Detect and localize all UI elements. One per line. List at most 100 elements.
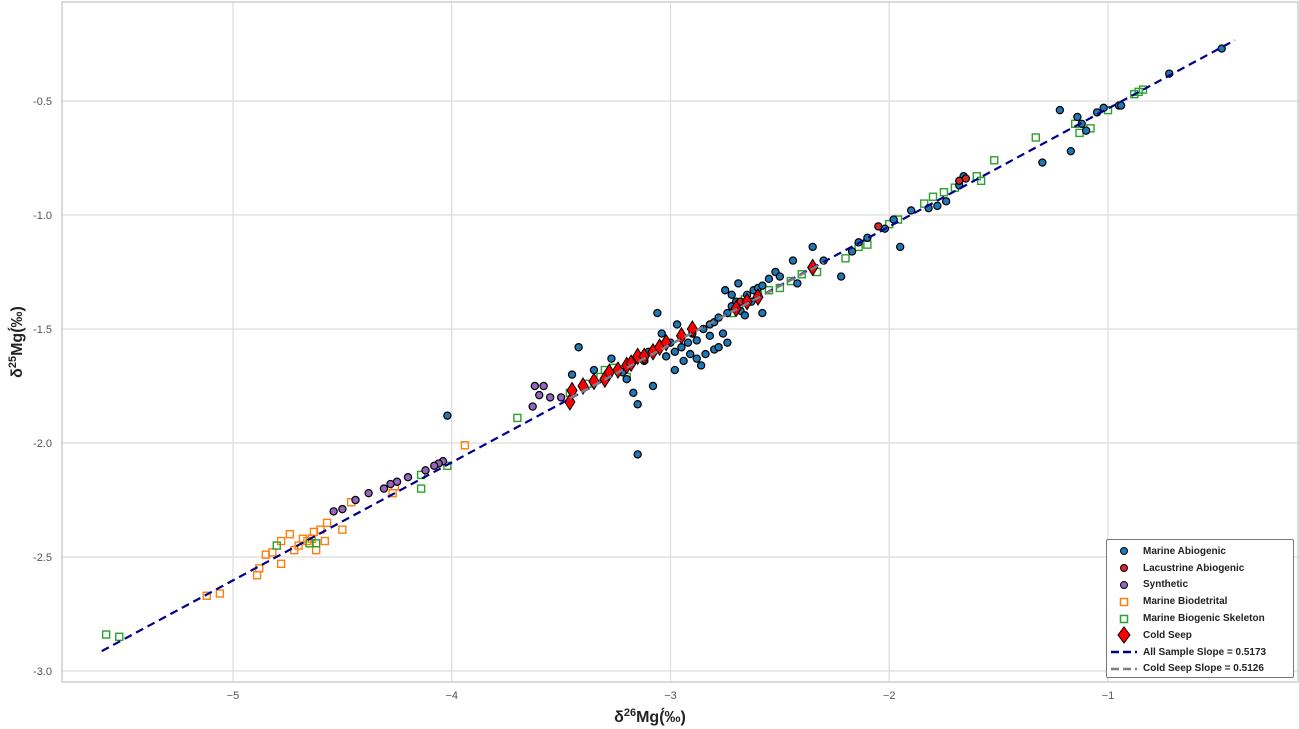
data-point — [1055, 105, 1065, 115]
data-point — [863, 240, 872, 249]
circle-purple-marker-icon — [1120, 580, 1128, 589]
data-point — [460, 441, 470, 450]
legend-item-marine-abiogenic: Marine Abiogenic — [1111, 543, 1289, 560]
data-point — [416, 470, 426, 480]
data-point — [351, 495, 360, 505]
dashed-line-navy-icon — [1111, 650, 1137, 654]
diamond-red-marker-icon — [1117, 626, 1131, 645]
legend: Marine Abiogenic Lacustrine Abiogenic Sy… — [1106, 539, 1294, 678]
x-tick-label: −1 — [1102, 690, 1115, 702]
data-point — [775, 272, 785, 281]
data-point — [657, 329, 666, 338]
data-point — [607, 354, 616, 363]
data-point — [338, 525, 347, 534]
data-point — [303, 536, 312, 546]
data-point — [101, 630, 111, 639]
data-point — [692, 354, 701, 363]
data-point — [403, 473, 413, 482]
y-axis-label: δ25Mg(́‰) — [6, 306, 26, 378]
data-point — [261, 550, 271, 559]
data-point — [685, 349, 695, 359]
data-point — [545, 393, 555, 402]
data-point — [322, 518, 332, 527]
plot-frame — [61, 1, 1299, 683]
data-point — [386, 479, 395, 489]
data-point — [629, 388, 638, 398]
legend-item-cold-seep-slope: Cold Seep Slope = 0.5126 — [1111, 661, 1289, 678]
data-point — [701, 349, 710, 359]
data-point — [1130, 89, 1139, 99]
data-point — [430, 461, 439, 470]
data-point — [1031, 133, 1041, 142]
series-lacustrine-abiogenic — [736, 174, 971, 306]
data-point — [863, 233, 872, 242]
y-tick-label: -0.5 — [33, 96, 52, 108]
data-point — [574, 343, 583, 352]
data-point — [928, 192, 938, 201]
data-point — [443, 411, 452, 420]
data-point — [416, 484, 426, 493]
square-orange-marker-icon — [1119, 597, 1129, 607]
x-tick-labels: −5 −4 −3 −2 −1 — [227, 690, 1115, 702]
y-tick-label: -2.0 — [33, 438, 52, 450]
data-point — [653, 308, 662, 318]
data-points — [101, 44, 1226, 641]
y-tick-label: -2.5 — [33, 552, 52, 564]
data-point — [320, 536, 330, 546]
grid-lines — [62, 2, 1298, 682]
regression-lines — [101, 39, 1236, 653]
data-point — [841, 254, 850, 263]
data-point — [740, 311, 750, 320]
data-point — [976, 176, 986, 186]
data-point — [622, 374, 631, 384]
data-point — [272, 541, 281, 550]
data-point — [672, 320, 682, 329]
square-green-marker-icon — [1119, 614, 1129, 623]
x-tick-label: −4 — [445, 690, 458, 702]
x-axis-label: δ26Mg(́‰) — [614, 706, 686, 726]
data-point — [758, 308, 767, 318]
data-point — [1073, 112, 1082, 122]
dashed-line-gray-icon — [1111, 667, 1137, 671]
data-point — [379, 484, 389, 493]
data-point — [539, 381, 548, 391]
series-cold-seep — [564, 258, 819, 411]
x-tick-label: −5 — [227, 690, 240, 702]
circle-blue-marker-icon — [1120, 547, 1128, 556]
data-point — [808, 242, 817, 252]
data-point — [961, 174, 971, 183]
data-point — [895, 242, 905, 252]
data-point — [941, 197, 951, 206]
data-point — [990, 156, 999, 165]
data-point — [252, 571, 262, 580]
data-point — [1116, 101, 1126, 110]
data-point — [1038, 158, 1047, 167]
data-point — [1066, 146, 1076, 156]
data-point — [364, 488, 373, 498]
data-point — [285, 530, 295, 539]
cold-seep-regression-line — [569, 261, 825, 400]
data-point — [906, 206, 916, 215]
data-point — [311, 545, 321, 555]
data-point — [633, 450, 642, 459]
legend-item-lacustrine-abiogenic: Lacustrine Abiogenic — [1111, 560, 1289, 577]
data-point — [290, 545, 299, 555]
data-point — [276, 559, 286, 569]
y-tick-label: -3.0 — [33, 666, 52, 678]
data-point — [874, 222, 883, 231]
data-point — [388, 488, 397, 498]
data-point — [939, 187, 949, 197]
x-tick-label: −3 — [664, 690, 677, 702]
data-point — [567, 370, 577, 379]
y-tick-labels: -0.5 -1.0 -1.5 -2.0 -2.5 -3.0 — [33, 96, 52, 678]
data-point — [758, 281, 767, 290]
series-synthetic — [329, 381, 566, 516]
data-point — [1138, 85, 1148, 94]
data-point — [535, 390, 544, 400]
circle-red-marker-icon — [1120, 564, 1128, 573]
legend-item-synthetic: Synthetic — [1111, 577, 1289, 594]
data-point — [847, 247, 857, 256]
data-point — [202, 591, 211, 600]
legend-item-all-sample-slope: All Sample Slope = 0.5173 — [1111, 644, 1289, 661]
